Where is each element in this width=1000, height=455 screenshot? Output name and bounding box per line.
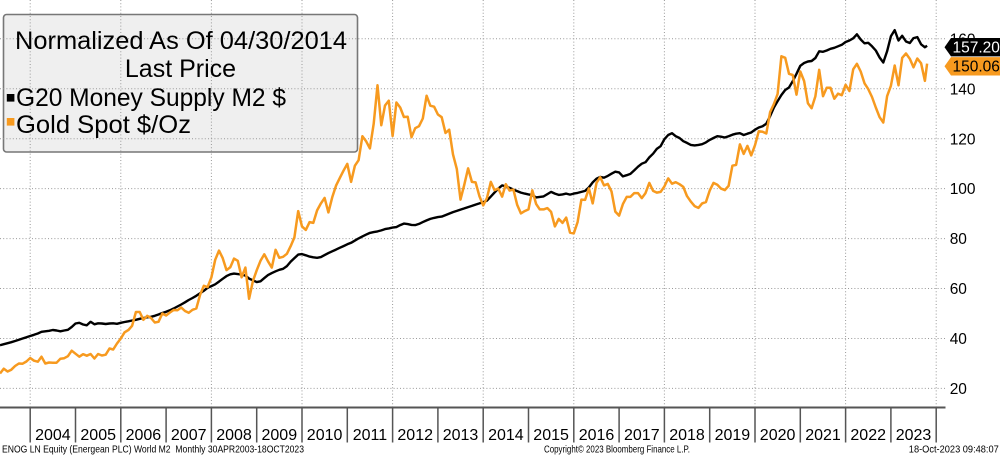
svg-text:Copyright© 2023 Bloomberg Fina: Copyright© 2023 Bloomberg Finance L.P. — [544, 444, 690, 455]
svg-text:2019: 2019 — [715, 427, 751, 444]
svg-text:2020: 2020 — [760, 427, 796, 444]
svg-text:2007: 2007 — [171, 427, 207, 444]
svg-text:20: 20 — [950, 381, 968, 398]
svg-text:2015: 2015 — [533, 427, 569, 444]
svg-text:2023: 2023 — [896, 427, 932, 444]
svg-text:2005: 2005 — [80, 427, 116, 444]
svg-text:2022: 2022 — [850, 427, 886, 444]
svg-text:18-Oct-2023 09:48:07: 18-Oct-2023 09:48:07 — [909, 444, 999, 455]
svg-text:120: 120 — [950, 131, 976, 148]
svg-text:40: 40 — [950, 331, 968, 348]
svg-text:Gold Spot $/Oz: Gold Spot $/Oz — [16, 111, 191, 139]
svg-text:140: 140 — [950, 81, 976, 98]
svg-text:150.06: 150.06 — [953, 59, 1000, 76]
svg-text:2016: 2016 — [579, 427, 615, 444]
svg-text:G20 Money Supply M2 $: G20 Money Supply M2 $ — [16, 84, 286, 112]
svg-text:60: 60 — [950, 281, 968, 298]
svg-text:80: 80 — [950, 231, 968, 248]
svg-text:ENOG LN Equity (Energean PLC): ENOG LN Equity (Energean PLC) World M2 M… — [2, 444, 304, 455]
svg-text:2010: 2010 — [307, 427, 343, 444]
svg-text:2011: 2011 — [353, 427, 388, 444]
svg-text:2009: 2009 — [262, 427, 298, 444]
svg-text:2006: 2006 — [126, 427, 162, 444]
svg-text:100: 100 — [950, 181, 976, 198]
svg-text:2013: 2013 — [443, 427, 479, 444]
svg-text:2014: 2014 — [488, 427, 524, 444]
svg-text:2021: 2021 — [805, 427, 841, 444]
svg-text:2004: 2004 — [35, 427, 71, 444]
svg-text:2018: 2018 — [669, 427, 705, 444]
svg-text:2008: 2008 — [216, 427, 252, 444]
svg-text:Last Price: Last Price — [125, 55, 236, 83]
svg-text:2017: 2017 — [624, 427, 660, 444]
svg-text:2012: 2012 — [397, 427, 433, 444]
svg-text:157.20: 157.20 — [953, 40, 1000, 57]
svg-text:Normalized As Of 04/30/2014: Normalized As Of 04/30/2014 — [15, 27, 347, 55]
